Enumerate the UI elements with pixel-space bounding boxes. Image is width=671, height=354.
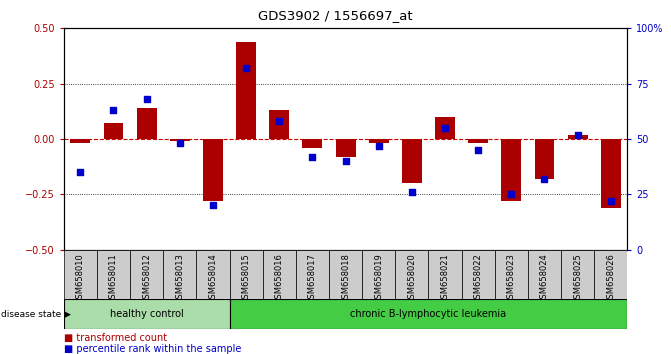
Text: GSM658019: GSM658019 bbox=[374, 253, 383, 304]
Bar bbox=[402, 139, 422, 183]
Point bbox=[174, 141, 185, 146]
FancyBboxPatch shape bbox=[130, 250, 163, 299]
Bar bbox=[170, 139, 190, 141]
Text: GSM658017: GSM658017 bbox=[308, 253, 317, 304]
FancyBboxPatch shape bbox=[262, 250, 296, 299]
Text: GSM658025: GSM658025 bbox=[573, 253, 582, 304]
Text: disease state ▶: disease state ▶ bbox=[1, 310, 71, 319]
Bar bbox=[568, 135, 588, 139]
FancyBboxPatch shape bbox=[495, 250, 528, 299]
FancyBboxPatch shape bbox=[97, 250, 130, 299]
Text: GSM658021: GSM658021 bbox=[441, 253, 450, 304]
Point bbox=[605, 198, 616, 204]
Bar bbox=[137, 108, 156, 139]
FancyBboxPatch shape bbox=[329, 250, 362, 299]
Point bbox=[75, 169, 86, 175]
Bar bbox=[236, 42, 256, 139]
Point bbox=[373, 143, 384, 148]
FancyBboxPatch shape bbox=[197, 250, 229, 299]
Bar bbox=[535, 139, 554, 179]
Text: GSM658011: GSM658011 bbox=[109, 253, 118, 304]
Bar bbox=[435, 117, 455, 139]
Text: GSM658020: GSM658020 bbox=[407, 253, 417, 304]
Point bbox=[207, 202, 218, 208]
Point bbox=[407, 189, 417, 195]
Bar bbox=[336, 139, 356, 157]
Point bbox=[473, 147, 484, 153]
FancyBboxPatch shape bbox=[429, 250, 462, 299]
Point bbox=[340, 158, 351, 164]
Point bbox=[142, 96, 152, 102]
Text: ■ percentile rank within the sample: ■ percentile rank within the sample bbox=[64, 344, 241, 354]
Point bbox=[274, 119, 285, 124]
FancyBboxPatch shape bbox=[395, 250, 429, 299]
FancyBboxPatch shape bbox=[64, 250, 97, 299]
FancyBboxPatch shape bbox=[296, 250, 329, 299]
Point bbox=[440, 125, 450, 131]
Bar bbox=[303, 139, 322, 148]
Point bbox=[539, 176, 550, 182]
Text: GSM658023: GSM658023 bbox=[507, 253, 516, 304]
Point bbox=[506, 192, 517, 197]
FancyBboxPatch shape bbox=[561, 250, 595, 299]
FancyBboxPatch shape bbox=[229, 250, 262, 299]
Text: ■ transformed count: ■ transformed count bbox=[64, 333, 167, 343]
FancyBboxPatch shape bbox=[163, 250, 197, 299]
FancyBboxPatch shape bbox=[595, 250, 627, 299]
Point bbox=[307, 154, 318, 160]
Bar bbox=[501, 139, 521, 201]
Text: GDS3902 / 1556697_at: GDS3902 / 1556697_at bbox=[258, 9, 413, 22]
Text: chronic B-lymphocytic leukemia: chronic B-lymphocytic leukemia bbox=[350, 309, 507, 319]
Point bbox=[241, 65, 252, 71]
Bar bbox=[601, 139, 621, 207]
Bar bbox=[269, 110, 289, 139]
Text: GSM658022: GSM658022 bbox=[474, 253, 482, 304]
Bar bbox=[103, 124, 123, 139]
Point bbox=[572, 132, 583, 137]
Text: GSM658016: GSM658016 bbox=[274, 253, 284, 304]
Text: GSM658010: GSM658010 bbox=[76, 253, 85, 304]
Point bbox=[108, 107, 119, 113]
FancyBboxPatch shape bbox=[362, 250, 395, 299]
Text: GSM658012: GSM658012 bbox=[142, 253, 151, 304]
FancyBboxPatch shape bbox=[528, 250, 561, 299]
Text: GSM658026: GSM658026 bbox=[607, 253, 615, 304]
Bar bbox=[203, 139, 223, 201]
Text: GSM658018: GSM658018 bbox=[341, 253, 350, 304]
FancyBboxPatch shape bbox=[229, 299, 627, 329]
Text: healthy control: healthy control bbox=[110, 309, 183, 319]
Text: GSM658013: GSM658013 bbox=[175, 253, 185, 304]
Bar bbox=[369, 139, 389, 143]
Text: GSM658024: GSM658024 bbox=[540, 253, 549, 304]
FancyBboxPatch shape bbox=[64, 299, 229, 329]
Bar bbox=[70, 139, 91, 143]
Text: GSM658015: GSM658015 bbox=[242, 253, 250, 304]
FancyBboxPatch shape bbox=[462, 250, 495, 299]
Text: GSM658014: GSM658014 bbox=[209, 253, 217, 304]
Bar bbox=[468, 139, 488, 143]
